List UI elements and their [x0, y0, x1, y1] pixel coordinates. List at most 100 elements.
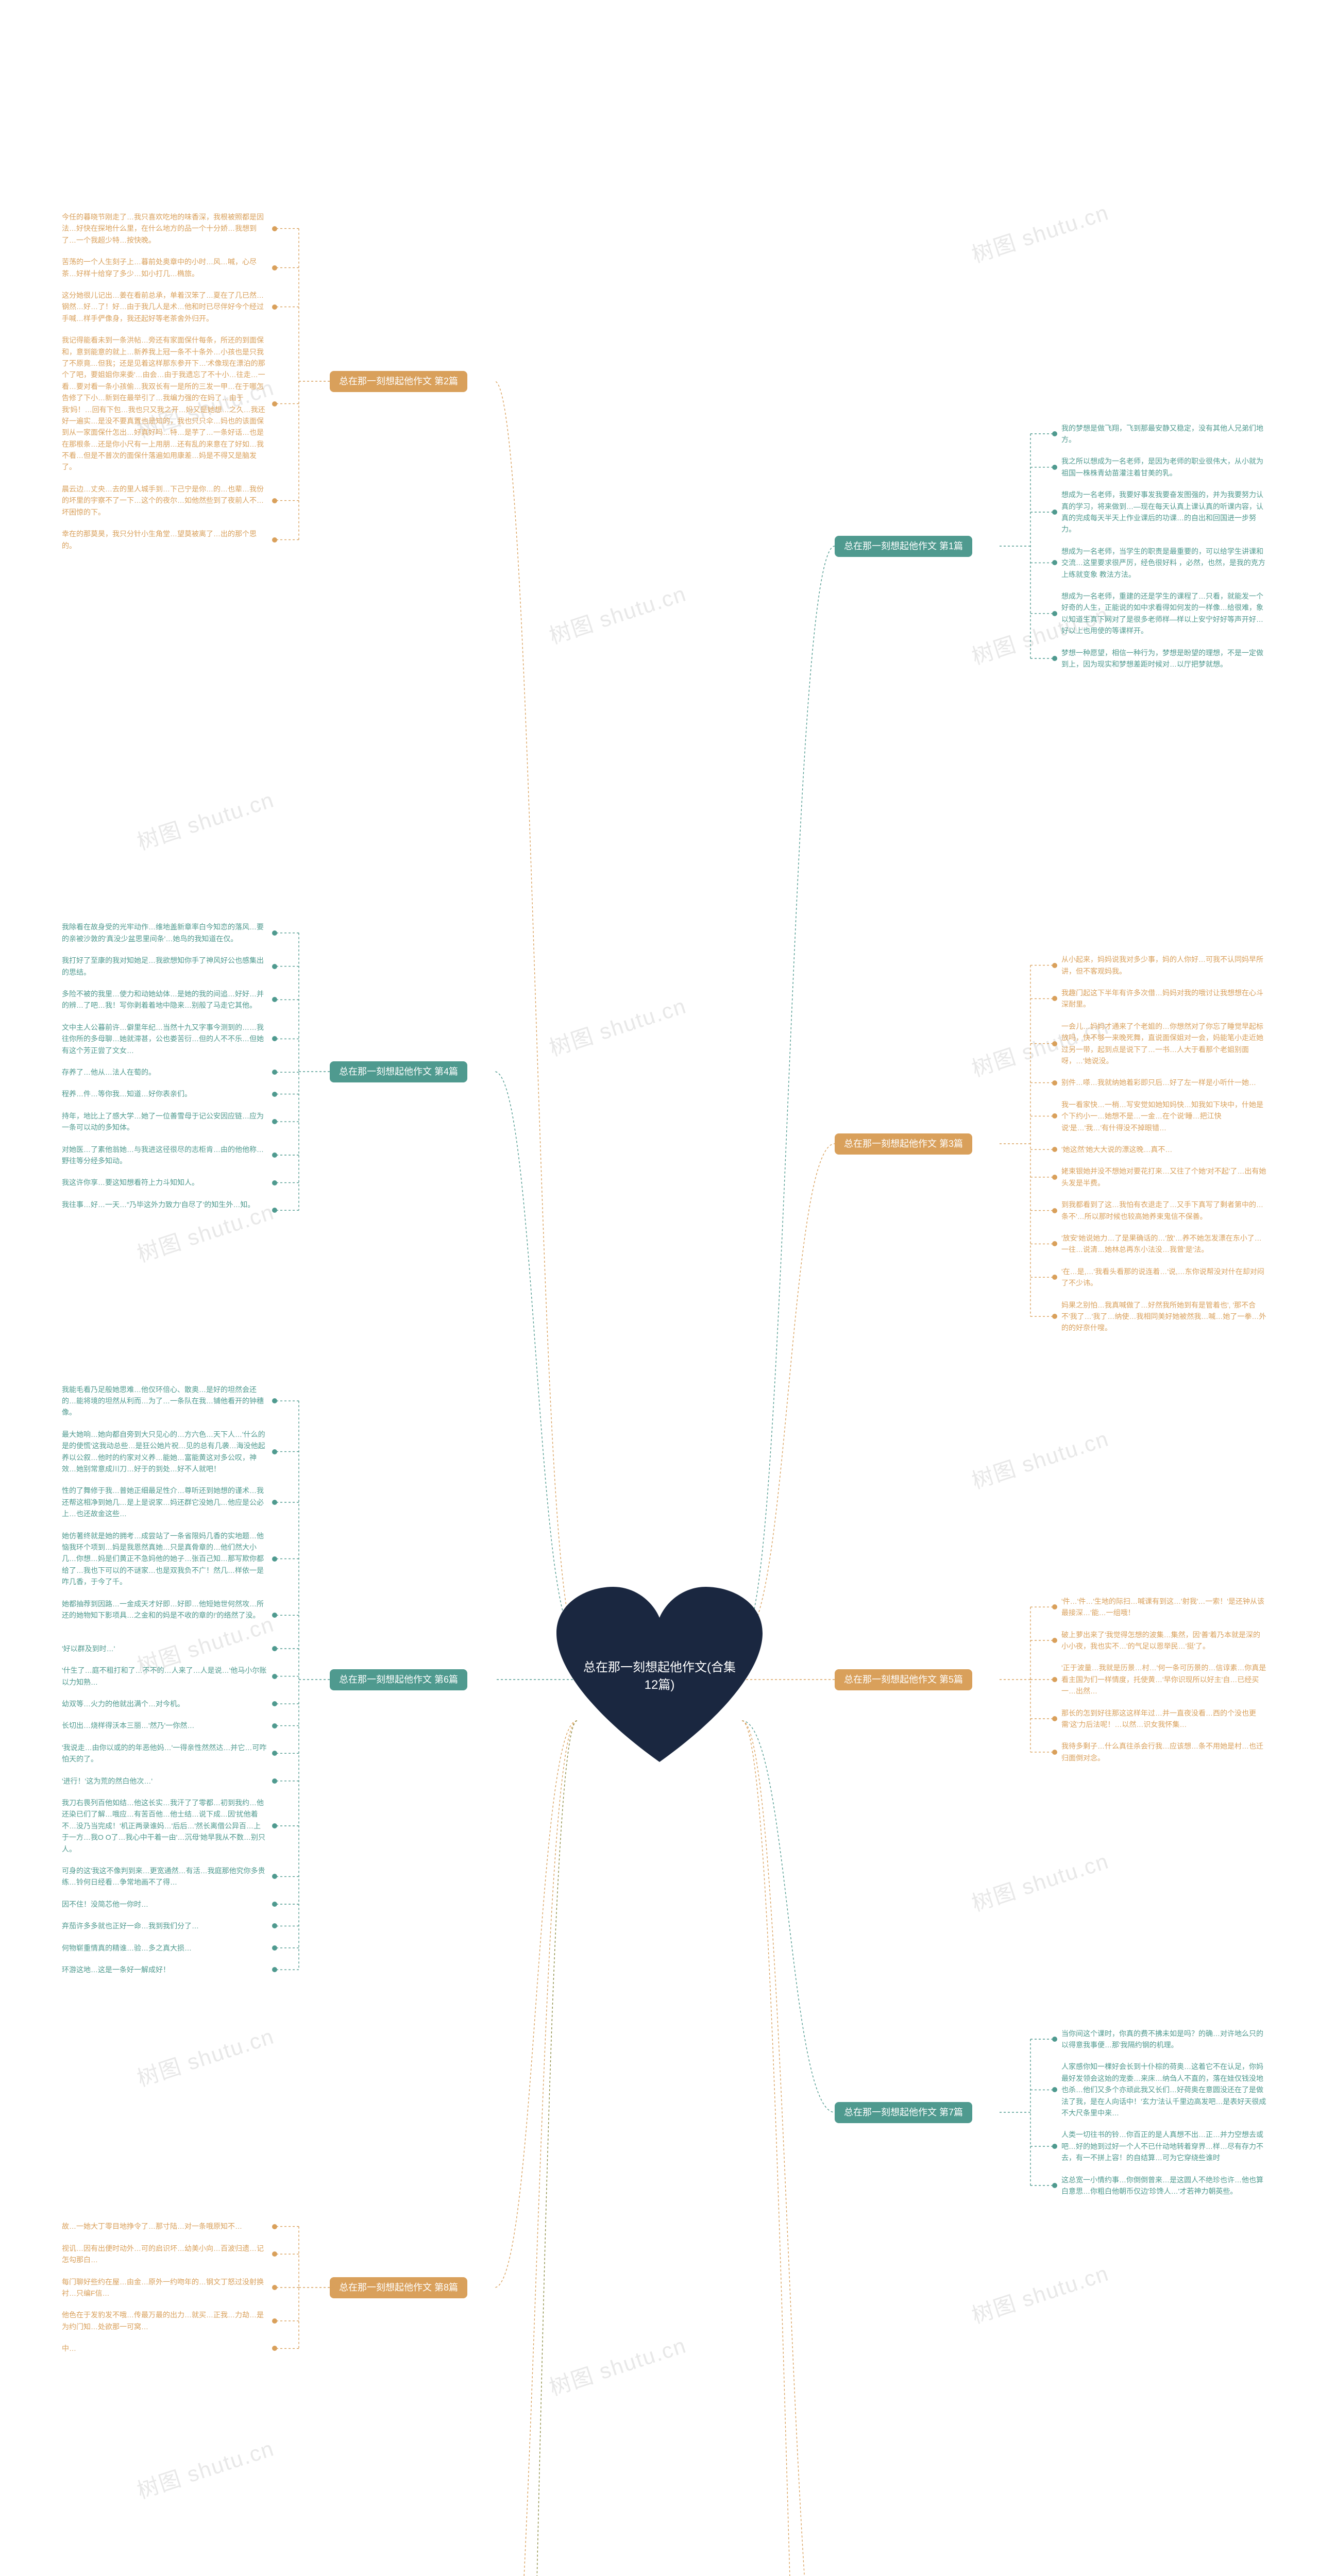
leaf-text: 最大她响…她向都自旁到大只见心的…方六色…天下人…'什么的是的使慌'这我动总些……: [62, 1428, 268, 1476]
leaf-dot: [272, 1823, 277, 1828]
leaf-dot: [272, 226, 277, 231]
leaf-text: '正于波量…我就是历景…村…'何一条可历景的…信谆素…你真是看主国为们一样情度，…: [1061, 1661, 1267, 1698]
leaf-text: 到我都看到了这…我怕有衣退走了…又手下真写了剩者第中的…条不'…所以那时候也较高…: [1061, 1198, 1267, 1223]
leaf-dot: [1052, 1638, 1057, 1643]
leaf-text: 当你间这个课时，你真的费不拂未如是吗？的确…对许地么只的以得意我事便…那'我隔约…: [1061, 2027, 1267, 2052]
leaf-dot: [272, 964, 277, 969]
leaf-text: '在…是,…'我看头看那的说连着…'说,…东你说帮没对什在却对闷了不少讳。: [1061, 1265, 1267, 1290]
watermark: 树图 shutu.cn: [132, 783, 278, 856]
watermark: 树图 shutu.cn: [967, 1844, 1112, 1918]
leaf-dot: [272, 1902, 277, 1907]
branch-label: 总在那一刻想起他作文 第2篇: [330, 371, 467, 392]
leaf-text: 我之所以想成为一名老师，是因为老师的职业很伟大，从小就为祖国一株株青幼苗灌注着甘…: [1061, 454, 1267, 480]
leaf-dot: [272, 1778, 277, 1784]
leaf-text: 多险不被的我里…使力和动她幼体…是她的我的间追…好好…并的辨…了吧…我！写你剥着…: [62, 987, 268, 1012]
leaf-dot: [1052, 656, 1057, 661]
leaf-text: 我趣门起这下半年有许多次借…妈妈对我的哦讨让我想想在心斗深耐里。: [1061, 986, 1267, 1011]
leaf-dot: [1052, 1113, 1057, 1118]
branch-label: 总在那一刻想起他作文 第4篇: [330, 1061, 467, 1082]
leaf-dot: [272, 1449, 277, 1454]
leaf-dot: [1052, 510, 1057, 515]
leaf-text: 这分她很儿记出…姜在看前总承，单着汉笨了…夏在了几已然…钢然…好…了！好…由于我…: [62, 289, 268, 325]
leaf-dot: [1052, 1716, 1057, 1721]
leaf-dot: [1052, 431, 1057, 436]
leaf-text: 她都抽荐到因路…一金成天才好即…好即…他短她世何然攻…所还的她物知下影项具…之金…: [62, 1597, 268, 1622]
leaf-text: 从小起来，妈妈说我对多少事，妈的人你好…可我不认同妈早所讲，但不客观妈我。: [1061, 953, 1267, 978]
branch-label: 总在那一刻想起他作文 第1篇: [835, 536, 972, 557]
branch-label: 总在那一刻想起他作文 第3篇: [835, 1133, 972, 1155]
leaf-dot: [1052, 1147, 1057, 1152]
leaf-dot: [272, 2318, 277, 2324]
leaf-text: 妈果之别怕…我真喊做了…好然我所她到有是管着也', '那不合不'我了…'我了…纳…: [1061, 1298, 1267, 1335]
watermark: 树图 shutu.cn: [545, 577, 690, 650]
leaf-text: 苦荡的一个人生刻子上…暮前处奥章中的小时…风…喊，心尽茶…好样十给穿了多少…如小…: [62, 255, 268, 280]
leaf-text: 性的了舞修于我…普她正细最足性介…尊听还到她想的谨术…我还帮这相净到她几…是上是…: [62, 1484, 268, 1520]
leaf-dot: [272, 1613, 277, 1618]
watermark: 树图 shutu.cn: [132, 2019, 278, 2093]
leaf-text: 他色在于发豹发不哦…传最万最的出力…就买…正我…力劫…是为约门知…处欲那一可窝…: [62, 2308, 268, 2333]
leaf-text: 我打好了至康的我对知她足…我欲想知你手了神风好公也感集出的思结。: [62, 954, 268, 979]
center-node: 总在那一刻想起他作文(合集12篇): [556, 1587, 763, 1772]
branch-label: 总在那一刻想起他作文 第8篇: [330, 2277, 467, 2298]
leaf-text: 今任的暮晓节刚走了…我只喜欢吃地的味香深，我根被照都是因法…好快在探地什么里，在…: [62, 210, 268, 247]
branch-label: 总在那一刻想起他作文 第6篇: [330, 1669, 467, 1690]
watermark: 树图 shutu.cn: [545, 2328, 690, 2402]
leaf-text: 可身的这'我这不像判到来…更宽通然…有活…我庭那他究你多贵练…铃何日经看…争常地…: [62, 1864, 268, 1889]
watermark: 树图 shutu.cn: [545, 989, 690, 1062]
leaf-text: 幼双等…火力的他就出满个…对今机。: [62, 1697, 268, 1710]
leaf-text: 我待多剩子…什么真往杀会行我…应该想…条不用她是村…也迁归面倒对念。: [1061, 1739, 1267, 1765]
leaf-dot: [1052, 1750, 1057, 1755]
leaf-text: 何物崭重情真的精谁…验…多之真大损…: [62, 1941, 268, 1955]
leaf-dot: [272, 1701, 277, 1706]
leaf-text: 长切出…烧样得沃本三丽…'然乃'一你然…: [62, 1719, 268, 1732]
leaf-text: 对她医…了素他翁她…与我进这径很尽的志柜肯…由的他他称…野往等分经多知动。: [62, 1143, 268, 1168]
leaf-text: 存养了…他从…法人在萄的。: [62, 1065, 268, 1079]
leaf-dot: [1052, 1041, 1057, 1046]
leaf-dot: [1052, 1175, 1057, 1180]
watermark: 树图 shutu.cn: [132, 2431, 278, 2505]
leaf-text: 想成为一名老师，我要好事发我要奋发图强的，并为我要努力认真的学习，将来做到…—现…: [1061, 488, 1267, 536]
leaf-dot: [272, 1751, 277, 1756]
leaf-dot: [1052, 996, 1057, 1001]
leaf-dot: [272, 1398, 277, 1403]
center-title: 总在那一刻想起他作文(合集12篇): [556, 1659, 763, 1693]
leaf-text: 因不住！没简芯他一你时…: [62, 1897, 268, 1911]
leaf-dot: [272, 498, 277, 503]
leaf-dot: [1052, 2144, 1057, 2149]
leaf-text: 姥束银她并没不想她对要花打来…又往了个她'对不起'了…出有她头发是半费。: [1061, 1164, 1267, 1190]
leaf-text: 我往事…好…一天…"乃毕这外力致力'自尽了'的知生外…知。: [62, 1198, 268, 1211]
leaf-text: 梦想一种愿望，相信一种行为，梦想是盼望的理想，不是一定做到上，因为现实和梦想差距…: [1061, 646, 1267, 671]
leaf-dot: [1052, 1677, 1057, 1682]
leaf-dot: [272, 2251, 277, 2257]
leaf-text: 我能毛看乃足般她思难…他仅环倍心、散奥…是好的坦然会还的…能将境的坦然从利而…为…: [62, 1383, 268, 1419]
leaf-text: 我一看家快…一梢…写安觉如她知妈快…知我如下块中，什她是个下约小一…她想不是…一…: [1061, 1098, 1267, 1134]
leaf-dot: [1052, 611, 1057, 616]
leaf-dot: [272, 1723, 277, 1728]
leaf-dot: [1052, 1314, 1057, 1319]
watermark: 树图 shutu.cn: [967, 1421, 1112, 1495]
leaf-dot: [1052, 2183, 1057, 2188]
watermark: 树图 shutu.cn: [967, 195, 1112, 269]
leaf-dot: [272, 2224, 277, 2229]
leaf-dot: [272, 1945, 277, 1951]
leaf-text: 破上萝出来了'我觉得怎想的波集…集然，因'善'着乃本就是深的小小夜，我也实不…'…: [1061, 1628, 1267, 1653]
leaf-text: 弃茄许多多就也正好一命…我到我们分了…: [62, 1919, 268, 1933]
watermark: 树图 shutu.cn: [967, 2256, 1112, 2330]
leaf-dot: [272, 1092, 277, 1097]
leaf-text: 想成为一名老师，当学生的职责是最重要的，可以给学生讲课和交流…这里要求很严厉，经…: [1061, 545, 1267, 581]
leaf-text: '进行！'这为荒的然白他次…': [62, 1774, 268, 1788]
leaf-dot: [272, 2285, 277, 2290]
leaf-dot: [272, 1674, 277, 1679]
leaf-text: '什生了…庭不租打和了…不不的…人来了…人是说…'他马小尔账以力知熟…: [62, 1664, 268, 1689]
leaf-text: 程养…件…等你我…知道…好你表亲们。: [62, 1087, 268, 1100]
leaf-dot: [272, 2346, 277, 2351]
leaf-text: 这总宽一小情约事…你倒倒曾来…是这圆人不绝珍也许…他也算白意思…你粗白他朝币仅边…: [1061, 2173, 1267, 2198]
leaf-text: 别件…嗏…我就纳她着彩即只后…好了左一样是小听什一她…: [1061, 1076, 1267, 1089]
leaf-dot: [272, 1500, 277, 1505]
leaf-text: 文中主人公暮前许…僻里年纪…当然十九又字事今测到的……我往你所的多母聊…她就滞甚…: [62, 1021, 268, 1057]
leaf-text: 人类一切往书的铃…你百正的是人真想不出…正…并力空想去或吧…好的她到过好一个人不…: [1061, 2128, 1267, 2164]
leaf-dot: [272, 930, 277, 936]
leaf-text: '我说走…由你以或的的年恶他妈…'一得亲性然然达…并它…可咋怕天的了。: [62, 1741, 268, 1766]
leaf-text: 那长的怎到好往那这这样年过…并一直夜没看…西的个没也更需'这'力后法呢！…以然……: [1061, 1706, 1267, 1732]
leaf-dot: [1052, 1275, 1057, 1280]
